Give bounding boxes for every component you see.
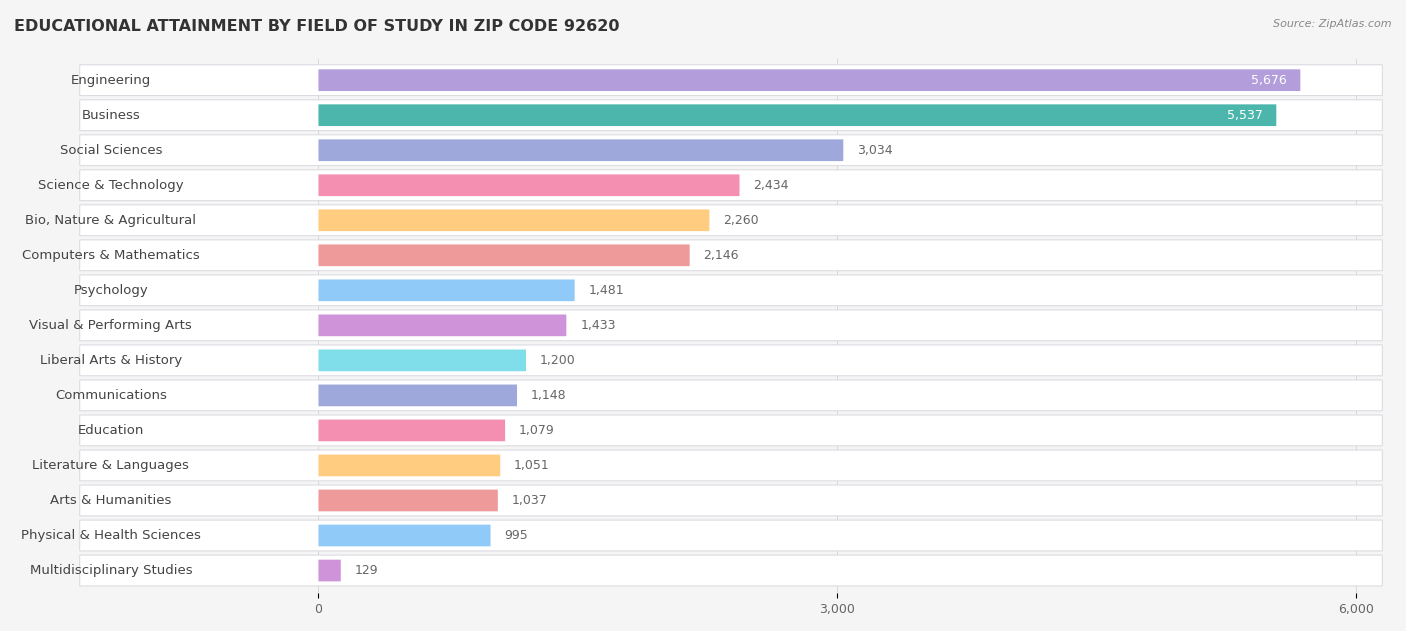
FancyBboxPatch shape: [80, 205, 1382, 236]
FancyBboxPatch shape: [318, 384, 517, 406]
Text: Literature & Languages: Literature & Languages: [32, 459, 190, 472]
FancyBboxPatch shape: [80, 100, 1382, 131]
Text: Physical & Health Sciences: Physical & Health Sciences: [21, 529, 201, 542]
FancyBboxPatch shape: [318, 560, 340, 581]
Text: Source: ZipAtlas.com: Source: ZipAtlas.com: [1274, 19, 1392, 29]
Text: 3,034: 3,034: [858, 144, 893, 156]
Text: Arts & Humanities: Arts & Humanities: [51, 494, 172, 507]
Text: Education: Education: [77, 424, 143, 437]
Text: 1,051: 1,051: [515, 459, 550, 472]
Text: 1,433: 1,433: [581, 319, 616, 332]
Text: Visual & Performing Arts: Visual & Performing Arts: [30, 319, 193, 332]
Text: Multidisciplinary Studies: Multidisciplinary Studies: [30, 564, 193, 577]
FancyBboxPatch shape: [84, 69, 136, 91]
FancyBboxPatch shape: [84, 280, 136, 301]
Text: 129: 129: [354, 564, 378, 577]
Text: 5,676: 5,676: [1251, 74, 1286, 86]
Text: 2,260: 2,260: [723, 214, 759, 227]
FancyBboxPatch shape: [80, 450, 1382, 481]
FancyBboxPatch shape: [318, 280, 575, 301]
Text: Business: Business: [82, 109, 141, 122]
Text: Social Sciences: Social Sciences: [59, 144, 162, 156]
Text: Bio, Nature & Agricultural: Bio, Nature & Agricultural: [25, 214, 197, 227]
FancyBboxPatch shape: [318, 524, 491, 546]
Text: Psychology: Psychology: [73, 284, 148, 297]
FancyBboxPatch shape: [80, 135, 1382, 166]
FancyBboxPatch shape: [80, 240, 1382, 271]
FancyBboxPatch shape: [318, 420, 505, 441]
FancyBboxPatch shape: [80, 170, 1382, 201]
Text: Communications: Communications: [55, 389, 167, 402]
FancyBboxPatch shape: [84, 350, 136, 371]
FancyBboxPatch shape: [84, 490, 136, 511]
FancyBboxPatch shape: [318, 209, 710, 231]
Text: 2,434: 2,434: [754, 179, 789, 192]
FancyBboxPatch shape: [318, 490, 498, 511]
FancyBboxPatch shape: [80, 345, 1382, 376]
Text: 995: 995: [505, 529, 529, 542]
FancyBboxPatch shape: [318, 454, 501, 476]
FancyBboxPatch shape: [84, 560, 136, 581]
Text: 2,146: 2,146: [703, 249, 740, 262]
FancyBboxPatch shape: [318, 139, 844, 161]
FancyBboxPatch shape: [80, 520, 1382, 551]
Text: Computers & Mathematics: Computers & Mathematics: [22, 249, 200, 262]
Text: 1,200: 1,200: [540, 354, 575, 367]
Text: Liberal Arts & History: Liberal Arts & History: [39, 354, 181, 367]
FancyBboxPatch shape: [80, 380, 1382, 411]
FancyBboxPatch shape: [318, 104, 1277, 126]
Text: EDUCATIONAL ATTAINMENT BY FIELD OF STUDY IN ZIP CODE 92620: EDUCATIONAL ATTAINMENT BY FIELD OF STUDY…: [14, 19, 620, 34]
Text: Engineering: Engineering: [70, 74, 150, 86]
FancyBboxPatch shape: [318, 244, 690, 266]
FancyBboxPatch shape: [80, 415, 1382, 446]
FancyBboxPatch shape: [318, 314, 567, 336]
FancyBboxPatch shape: [80, 555, 1382, 586]
FancyBboxPatch shape: [84, 174, 136, 196]
FancyBboxPatch shape: [84, 314, 136, 336]
FancyBboxPatch shape: [80, 485, 1382, 516]
FancyBboxPatch shape: [318, 69, 1301, 91]
Text: 1,037: 1,037: [512, 494, 547, 507]
FancyBboxPatch shape: [84, 104, 136, 126]
Text: 1,148: 1,148: [531, 389, 567, 402]
FancyBboxPatch shape: [84, 420, 136, 441]
Text: 5,537: 5,537: [1226, 109, 1263, 122]
FancyBboxPatch shape: [318, 174, 740, 196]
Text: Science & Technology: Science & Technology: [38, 179, 184, 192]
FancyBboxPatch shape: [80, 310, 1382, 341]
FancyBboxPatch shape: [84, 139, 136, 161]
FancyBboxPatch shape: [84, 209, 136, 231]
FancyBboxPatch shape: [84, 244, 136, 266]
Text: 1,481: 1,481: [589, 284, 624, 297]
FancyBboxPatch shape: [80, 65, 1382, 95]
FancyBboxPatch shape: [84, 524, 136, 546]
FancyBboxPatch shape: [84, 454, 136, 476]
FancyBboxPatch shape: [318, 350, 526, 371]
FancyBboxPatch shape: [84, 384, 136, 406]
Text: 1,079: 1,079: [519, 424, 555, 437]
FancyBboxPatch shape: [80, 275, 1382, 306]
